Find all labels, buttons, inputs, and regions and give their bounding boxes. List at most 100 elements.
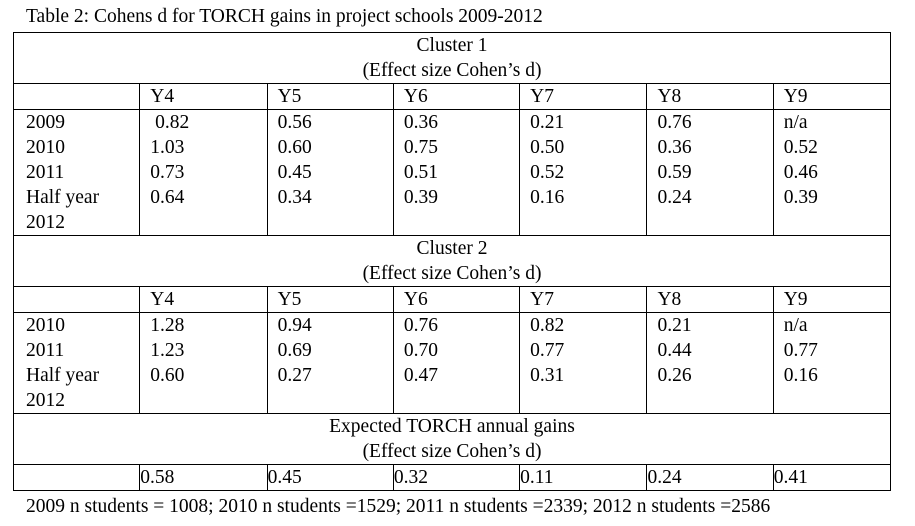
value-column: 0.21 0.50 0.52 0.16 [519,109,648,236]
value-column: n/a 0.77 0.16 [772,312,892,414]
value-cell: 0.52 [530,162,565,183]
value-cell: 0.16 [783,365,818,386]
value-cell: 0.36 [403,112,438,133]
value-cell: 0.60 [150,365,185,386]
sample-size-footnote: 2009 n students = 1008; 2010 n students … [26,496,771,517]
year-header: Y8 [646,286,774,313]
value-cell: 0.34 [277,187,312,208]
value-cell: n/a [783,112,808,133]
value-cell: 1.23 [150,340,185,361]
value-cell: 0.73 [150,162,185,183]
value-cell: 0.21 [657,315,692,336]
year-header: Y4 [139,83,268,110]
corner-cell [12,286,141,313]
year-header: Y8 [646,83,774,110]
value-cell: 1.28 [150,315,185,336]
year-header: Y4 [139,286,268,313]
value-cell: 0.94 [277,315,312,336]
value-cell: 0.21 [530,112,565,133]
value-cell: 0.24 [657,187,692,208]
year-header: Y6 [392,83,521,110]
cluster-1-title: Cluster 1 [416,35,488,56]
row-label: 2010 [26,315,65,336]
row-label: 2011 [26,162,65,183]
value-column: 0.82 1.03 0.73 0.64 [139,109,268,236]
value-column: 0.21 0.44 0.26 [646,312,774,414]
value-cell: n/a [783,315,808,336]
year-header: Y5 [266,286,394,313]
value-cell: 0.82 [530,315,565,336]
value-cell: 1.03 [150,137,185,158]
expected-value: 0.11 [519,464,648,491]
value-cell: 0.39 [403,187,438,208]
value-cell: 0.47 [403,365,438,386]
row-label: 2010 [26,137,65,158]
expected-value: 0.58 [139,464,268,491]
value-cell: 0.44 [657,340,692,361]
table-caption: Table 2: Cohens d for TORCH gains in pro… [26,6,543,27]
value-column: 0.76 0.70 0.47 [392,312,521,414]
cluster-2-values-row: 2010 2011 Half year 2012 1.28 1.23 0.60 … [12,312,892,414]
value-cell: 0.52 [783,137,818,158]
value-cell: 0.69 [277,340,312,361]
value-column: 0.82 0.77 0.31 [519,312,648,414]
row-label: 2012 [26,212,65,233]
value-cell: 0.26 [657,365,692,386]
value-column: 1.28 1.23 0.60 [139,312,268,414]
value-column: n/a 0.52 0.46 0.39 [772,109,892,236]
value-cell: 0.59 [657,162,692,183]
corner-cell [12,83,141,110]
value-column: 0.36 0.75 0.51 0.39 [392,109,521,236]
year-header: Y7 [519,83,648,110]
value-cell: 0.75 [403,137,438,158]
value-cell: 0.70 [403,340,438,361]
year-header: Y7 [519,286,648,313]
year-header: Y9 [772,83,892,110]
value-cell: 0.46 [783,162,818,183]
cluster-2-subtitle: (Effect size Cohen’s d) [362,263,542,284]
value-cell: 0.27 [277,365,312,386]
row-label: Half year [26,365,100,386]
value-cell: 0.31 [530,365,565,386]
expected-value: 0.24 [646,464,774,491]
row-labels: 2010 2011 Half year 2012 [12,312,141,414]
expected-gains-subtitle: (Effect size Cohen’s d) [362,441,542,462]
expected-value: 0.45 [266,464,394,491]
value-cell: 0.64 [150,187,185,208]
cluster-1-header: Cluster 1 (Effect size Cohen’s d) [13,32,891,84]
value-cell: 0.60 [277,137,312,158]
value-cell: 0.56 [277,112,312,133]
expected-value: 0.41 [772,464,892,491]
cluster-2-header: Cluster 2 (Effect size Cohen’s d) [13,235,891,287]
row-label: Half year [26,187,100,208]
value-cell: 0.45 [277,162,312,183]
value-cell: 0.76 [657,112,692,133]
cohens-d-table: Cluster 1 (Effect size Cohen’s d) Y4 Y5 … [12,32,892,491]
value-column: 0.56 0.60 0.45 0.34 [266,109,394,236]
value-cell: 0.16 [530,187,565,208]
value-cell: 0.77 [783,340,818,361]
year-header: Y6 [392,286,521,313]
expected-gains-title: Expected TORCH annual gains [329,416,575,437]
row-label: 2012 [26,390,65,411]
value-cell: 0.51 [403,162,438,183]
cluster-2-year-header-row: Y4 Y5 Y6 Y7 Y8 Y9 [12,286,892,313]
year-header: Y5 [266,83,394,110]
value-column: 0.94 0.69 0.27 [266,312,394,414]
row-label: 2011 [26,340,65,361]
value-column: 0.76 0.36 0.59 0.24 [646,109,774,236]
value-cell: 0.36 [657,137,692,158]
row-label: 2009 [26,112,65,133]
cluster-2-title: Cluster 2 [416,238,488,259]
cluster-1-subtitle: (Effect size Cohen’s d) [362,60,542,81]
expected-value: 0.32 [392,464,521,491]
expected-gains-header: Expected TORCH annual gains (Effect size… [13,413,891,465]
value-cell: 0.39 [783,187,818,208]
year-header: Y9 [772,286,892,313]
value-cell: 0.82 [150,112,190,133]
expected-gains-row: 0.58 0.45 0.32 0.11 0.24 0.41 [12,464,892,491]
row-labels: 2009 2010 2011 Half year 2012 [12,109,141,236]
value-cell: 0.77 [530,340,565,361]
cluster-1-year-header-row: Y4 Y5 Y6 Y7 Y8 Y9 [12,83,892,110]
value-cell: 0.50 [530,137,565,158]
